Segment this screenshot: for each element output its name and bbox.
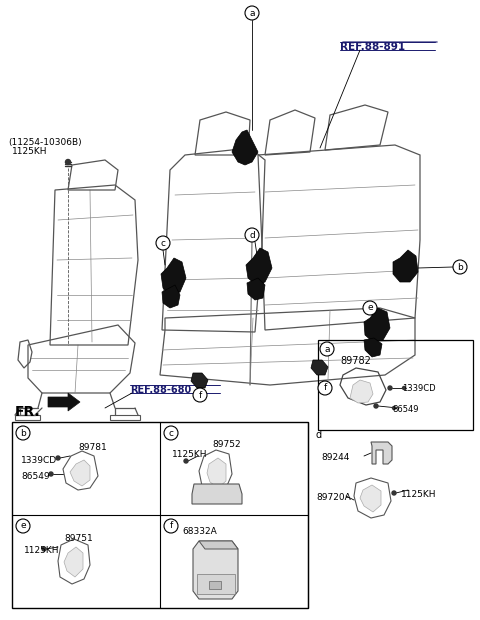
Circle shape: [156, 236, 170, 250]
Text: 89244: 89244: [321, 453, 349, 462]
Polygon shape: [162, 285, 180, 308]
Circle shape: [193, 388, 207, 402]
Text: b: b: [457, 262, 463, 272]
Text: 1125KH: 1125KH: [401, 490, 436, 499]
Text: c: c: [168, 428, 173, 438]
Polygon shape: [371, 442, 392, 464]
Polygon shape: [192, 484, 242, 504]
Text: f: f: [198, 391, 202, 399]
Text: d: d: [249, 231, 255, 239]
Text: 89751: 89751: [64, 534, 93, 543]
Circle shape: [393, 407, 396, 409]
Text: f: f: [169, 521, 173, 531]
Circle shape: [16, 426, 30, 440]
Text: 1125KH: 1125KH: [12, 147, 48, 156]
Text: e: e: [367, 304, 373, 312]
Text: c: c: [160, 239, 166, 247]
Text: 89781: 89781: [78, 443, 107, 452]
Polygon shape: [360, 485, 381, 512]
Text: 89782: 89782: [340, 356, 371, 366]
Circle shape: [65, 159, 71, 164]
Circle shape: [164, 519, 178, 533]
Circle shape: [392, 491, 396, 495]
Circle shape: [388, 386, 392, 390]
Circle shape: [374, 404, 378, 408]
Polygon shape: [193, 541, 238, 599]
Text: 86549: 86549: [21, 472, 49, 481]
Text: (11254-10306B): (11254-10306B): [8, 138, 82, 147]
Text: 89752: 89752: [212, 440, 240, 449]
Text: b: b: [20, 428, 26, 438]
Circle shape: [164, 426, 178, 440]
Circle shape: [49, 472, 53, 476]
Text: 89720A: 89720A: [316, 493, 351, 502]
Polygon shape: [207, 458, 226, 488]
Polygon shape: [247, 278, 265, 300]
Polygon shape: [350, 380, 373, 403]
Text: 68332A: 68332A: [182, 527, 217, 536]
Polygon shape: [364, 308, 390, 342]
Circle shape: [56, 456, 60, 460]
Polygon shape: [64, 547, 83, 577]
Polygon shape: [393, 250, 418, 282]
Circle shape: [403, 386, 406, 389]
Polygon shape: [232, 130, 258, 165]
Polygon shape: [191, 373, 208, 388]
Polygon shape: [70, 460, 90, 486]
Polygon shape: [311, 360, 328, 375]
Bar: [12, 422, 308, 608]
Text: FR.: FR.: [15, 405, 41, 419]
Text: f: f: [324, 384, 326, 392]
Text: 1339CD: 1339CD: [21, 456, 57, 465]
Text: REF.88-891: REF.88-891: [340, 42, 405, 52]
Text: e: e: [20, 521, 26, 531]
Polygon shape: [246, 248, 272, 285]
Bar: [209, 581, 221, 589]
Text: a: a: [249, 9, 255, 17]
Polygon shape: [48, 393, 80, 411]
Circle shape: [16, 519, 30, 533]
Text: 1125KH: 1125KH: [172, 450, 207, 459]
Text: 1125KH: 1125KH: [24, 546, 60, 555]
Circle shape: [245, 228, 259, 242]
Circle shape: [184, 459, 188, 463]
Bar: [197, 574, 235, 594]
Text: 86549: 86549: [392, 405, 419, 414]
Circle shape: [245, 6, 259, 20]
Polygon shape: [161, 258, 186, 295]
Circle shape: [453, 260, 467, 274]
Circle shape: [320, 342, 334, 356]
Bar: [318, 340, 473, 430]
Circle shape: [42, 547, 46, 551]
Circle shape: [363, 301, 377, 315]
Text: d: d: [316, 430, 322, 440]
Text: 1339CD: 1339CD: [402, 384, 436, 393]
Polygon shape: [364, 338, 382, 357]
Text: a: a: [324, 345, 330, 353]
Polygon shape: [199, 541, 238, 549]
Text: REF.88-680: REF.88-680: [130, 385, 191, 395]
Circle shape: [318, 381, 332, 395]
